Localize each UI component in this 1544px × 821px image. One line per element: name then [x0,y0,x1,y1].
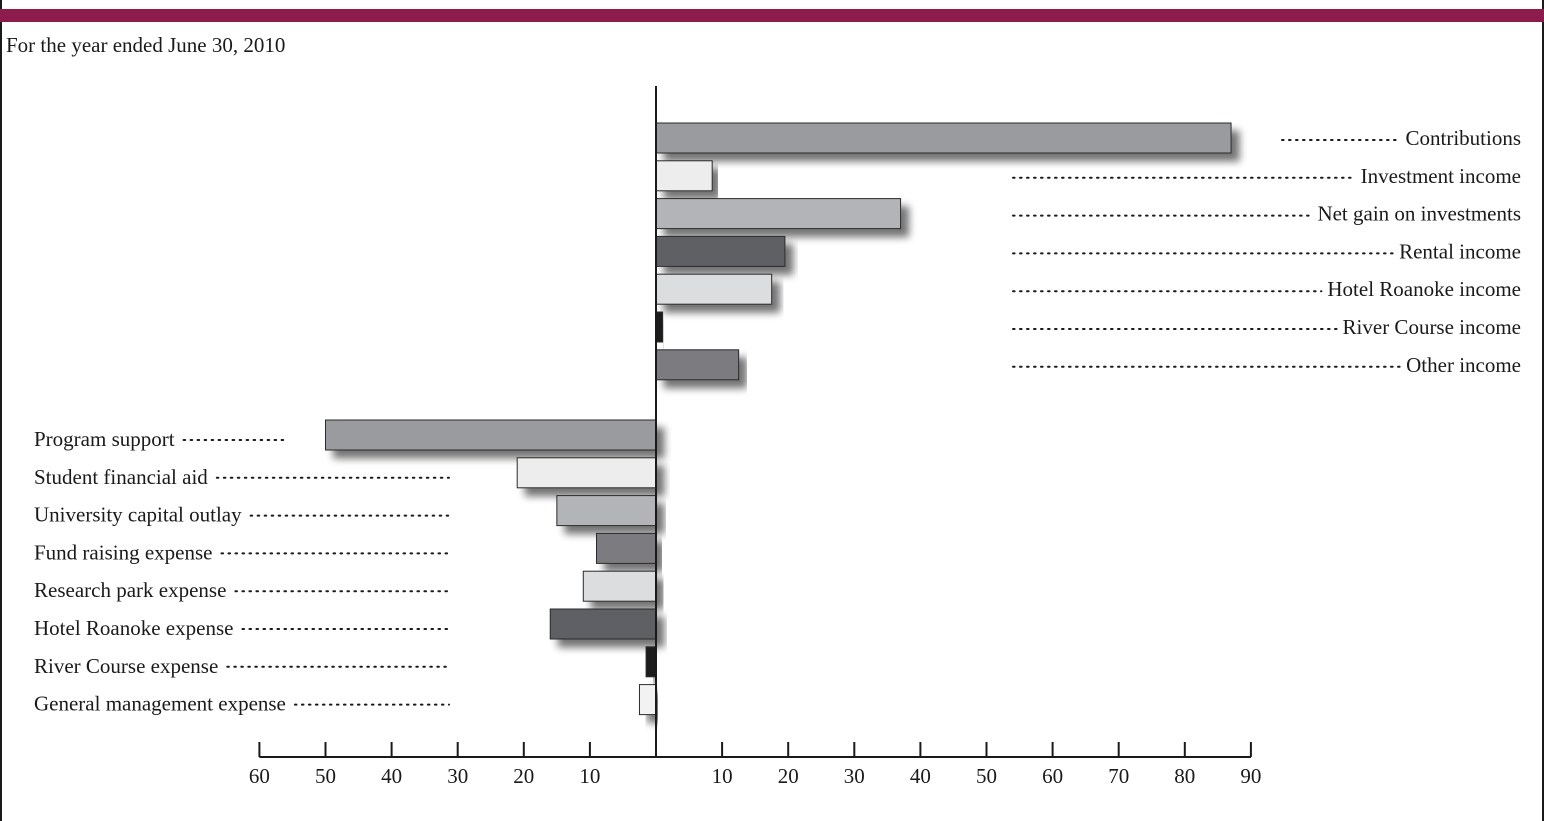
label-hotel-roanoke-expense: Hotel Roanoke expense [34,616,233,640]
bar-river-course-expense [645,646,657,678]
x-tick-label: 30 [844,764,865,788]
x-tick-label: 30 [447,764,468,788]
x-tick-label: 40 [381,764,402,788]
x-tick-label: 20 [513,764,534,788]
x-tick-label: 10 [712,764,733,788]
label-fund-raising-expense: Fund raising expense [34,540,212,564]
bar-contributions [655,122,1232,154]
x-tick-label: 40 [910,764,931,788]
label-general-management-expense: General management expense [34,692,286,716]
bar-student-financial-aid [516,457,657,489]
x-tick-label: 70 [1108,764,1129,788]
bar-university-capital-outlay [556,495,657,527]
bar-net-gain-on-investments [655,198,902,230]
x-tick-label: 50 [976,764,997,788]
bar-research-park-expense [582,570,657,602]
x-tick-label: 60 [249,764,270,788]
x-tick-label: 20 [778,764,799,788]
label-rental-income: Rental income [1399,239,1521,263]
label-river-course-income: River Course income [1343,315,1521,339]
label-other-income: Other income [1406,353,1521,377]
label-net-gain-on-investments: Net gain on investments [1317,202,1521,226]
x-tick-label: 90 [1240,764,1261,788]
label-investment-income: Investment income [1361,164,1521,188]
header-accent-bar [0,9,1544,22]
bar-hotel-roanoke-income [655,273,773,305]
label-hotel-roanoke-income: Hotel Roanoke income [1327,277,1521,301]
x-tick-label: 10 [579,764,600,788]
x-tick-label: 50 [315,764,336,788]
bar-hotel-roanoke-expense [549,608,657,640]
label-contributions: Contributions [1405,126,1521,150]
bar-other-income [655,349,740,381]
label-program-support: Program support [34,427,175,451]
bar-rental-income [655,235,786,267]
bar-fund-raising-expense [596,532,657,564]
label-university-capital-outlay: University capital outlay [34,503,242,527]
chart-subtitle: For the year ended June 30, 2010 [6,33,286,57]
bar-investment-income [655,160,713,192]
label-research-park-expense: Research park expense [34,578,226,602]
x-tick-label: 60 [1042,764,1063,788]
x-tick-label: 80 [1174,764,1195,788]
bar-program-support [325,419,657,451]
bar-general-management-expense [638,684,657,716]
label-river-course-expense: River Course expense [34,654,218,678]
label-student-financial-aid: Student financial aid [34,465,208,489]
